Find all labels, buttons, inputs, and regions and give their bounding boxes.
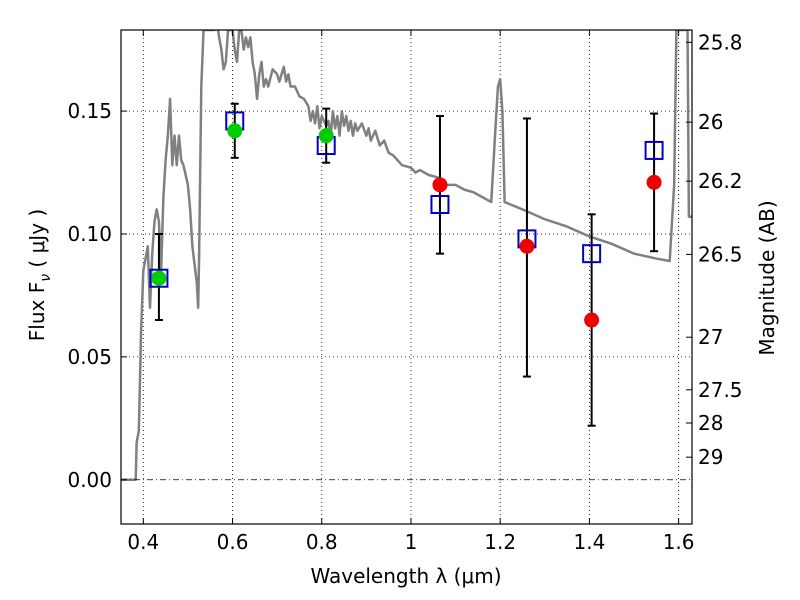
red-point-2 <box>584 312 600 328</box>
y-axis-right-label: Magnitude (AB) <box>755 200 779 355</box>
spectrum-line <box>121 30 692 482</box>
x-tick-label-0: 0.4 <box>127 530 159 554</box>
mag-tick-label-7: 29 <box>698 445 723 469</box>
x-tick-label-3: 1 <box>405 530 418 554</box>
green-point-0 <box>151 270 167 286</box>
red-point-3 <box>646 174 662 190</box>
mag-tick-label-5: 27.5 <box>698 378 743 402</box>
y-tick-label-1: 0.05 <box>67 345 112 369</box>
model-square-6 <box>644 140 664 160</box>
plot-frame <box>120 29 693 525</box>
mag-tick-label-6: 28 <box>698 411 723 435</box>
mag-tick-label-4: 27 <box>698 325 723 349</box>
x-tick-label-1: 0.6 <box>217 530 249 554</box>
error-bars <box>154 102 659 427</box>
green-point-2 <box>318 128 334 144</box>
y-tick-label-0: 0.00 <box>67 468 112 492</box>
red-point-1 <box>519 238 535 254</box>
model-square-5 <box>582 244 602 264</box>
y-axis-label: Flux Fν ( μJy ) <box>25 209 54 341</box>
mag-tick-label-3: 26.5 <box>698 242 743 266</box>
x-tick-label-6: 1.6 <box>663 530 695 554</box>
mag-tick-label-1: 26 <box>698 110 723 134</box>
y-axis-label-prefix: Flux F <box>25 282 49 341</box>
grid-lines <box>121 30 692 524</box>
y-tick-label-3: 0.15 <box>67 99 112 123</box>
model-spectrum <box>121 30 692 482</box>
y-tick-label-2: 0.10 <box>67 222 112 246</box>
mag-tick-label-2: 26.2 <box>698 169 743 193</box>
red-point-0 <box>432 177 448 193</box>
x-tick-label-5: 1.4 <box>573 530 605 554</box>
x-axis-label: Wavelength λ (μm) <box>310 564 501 588</box>
x-tick-label-2: 0.8 <box>306 530 338 554</box>
tick-labels: 0.4 0.6 0.8 1 1.2 1.4 1.6 0.00 0.05 0.10 0.15 25.8 2… <box>67 30 742 554</box>
x-tick-label-4: 1.2 <box>484 530 516 554</box>
y-axis-label-subscript: ν <box>38 274 54 282</box>
y-axis-label-suffix: ( μJy ) <box>25 209 49 274</box>
axis-ticks <box>121 30 692 524</box>
mag-tick-label-0: 25.8 <box>698 30 743 54</box>
data-markers <box>149 111 664 328</box>
green-point-1 <box>227 123 243 139</box>
model-square-0 <box>149 268 169 288</box>
model-square-3 <box>430 194 450 214</box>
